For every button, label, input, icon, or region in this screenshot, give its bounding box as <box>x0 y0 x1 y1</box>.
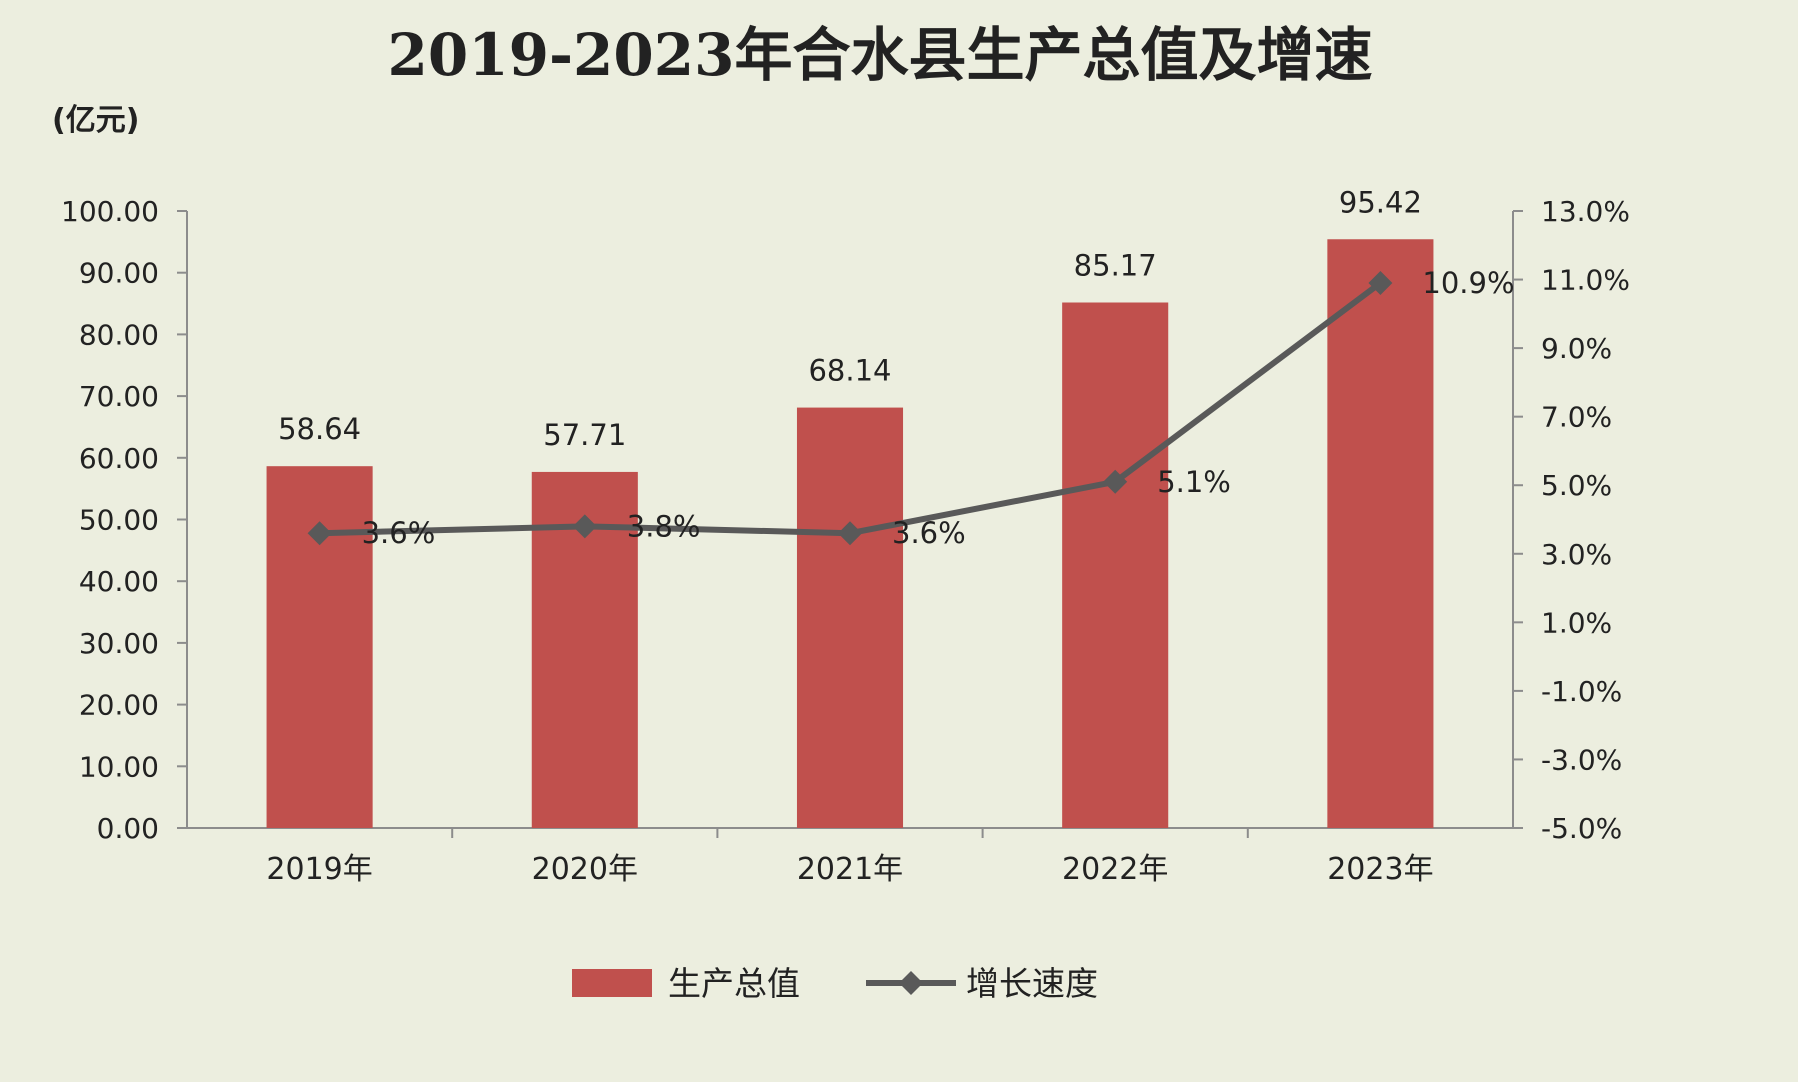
line-data-label: 3.6% <box>362 516 436 550</box>
left-tick-label: 0.00 <box>97 812 159 845</box>
growth-rate-marker <box>572 514 597 539</box>
left-axis-unit: (亿元) <box>52 103 139 138</box>
bar-data-label: 85.17 <box>1074 249 1157 283</box>
plot-area: 0.00 10.00 20.00 30.00 40.00 50.00 60.00 70.00 8… <box>61 185 1630 887</box>
x-category-label: 2019年 <box>266 852 372 887</box>
bar-data-label: 58.64 <box>278 412 361 446</box>
line-data-label: 5.1% <box>1157 465 1231 499</box>
bar-data-label: 57.71 <box>543 418 626 452</box>
left-tick-label: 40.00 <box>79 565 159 598</box>
x-category-label: 2022年 <box>1062 852 1168 887</box>
legend-swatch-growth-marker <box>899 971 923 995</box>
legend-label-gdp: 生产总值 <box>668 964 800 1003</box>
right-tick-label: 9.0% <box>1541 332 1612 365</box>
right-tick-label: 1.0% <box>1541 606 1612 639</box>
right-tick-label: 5.0% <box>1541 469 1612 502</box>
right-tick-label: 13.0% <box>1541 195 1630 228</box>
growth-rate-marker <box>1103 469 1128 494</box>
right-tick-label: -1.0% <box>1541 675 1622 708</box>
right-tick-label: 7.0% <box>1541 401 1612 434</box>
left-tick-label: 20.00 <box>79 689 159 722</box>
line-data-label: 3.8% <box>627 509 701 543</box>
left-tick-label: 50.00 <box>79 504 159 537</box>
left-tick-label: 70.00 <box>79 380 159 413</box>
line-data-label: 3.6% <box>892 516 966 550</box>
x-category-label: 2021年 <box>797 852 903 887</box>
legend: 生产总值 增长速度 <box>572 964 1098 1003</box>
left-tick-label: 80.00 <box>79 318 159 351</box>
growth-rate-marker <box>1368 270 1393 295</box>
bar-gdp <box>796 407 904 828</box>
right-tick-label: -5.0% <box>1541 812 1622 845</box>
bar-data-label: 95.42 <box>1339 185 1422 219</box>
right-tick-label: 3.0% <box>1541 538 1612 571</box>
left-tick-label: 100.00 <box>61 195 159 228</box>
line-data-label: 10.9% <box>1422 266 1514 300</box>
bar-gdp <box>266 466 373 828</box>
bar-gdp <box>1062 302 1169 828</box>
legend-swatch-gdp <box>572 969 652 997</box>
x-category-label: 2020年 <box>532 852 638 887</box>
left-tick-label: 30.00 <box>79 627 159 660</box>
right-tick-label: -3.0% <box>1541 743 1622 776</box>
growth-rate-marker <box>838 521 862 546</box>
chart-title: 2019-2023年合水县生产总值及增速 <box>388 21 1373 89</box>
bar-data-label: 68.14 <box>808 354 891 388</box>
left-tick-label: 60.00 <box>79 442 159 475</box>
left-tick-label: 10.00 <box>79 750 159 783</box>
legend-label-growth: 增长速度 <box>966 964 1098 1003</box>
growth-rate-marker <box>307 521 332 546</box>
bar-gdp <box>1327 239 1434 828</box>
right-tick-label: 11.0% <box>1541 264 1630 297</box>
x-category-label: 2023年 <box>1327 852 1433 887</box>
left-tick-label: 90.00 <box>79 257 159 290</box>
